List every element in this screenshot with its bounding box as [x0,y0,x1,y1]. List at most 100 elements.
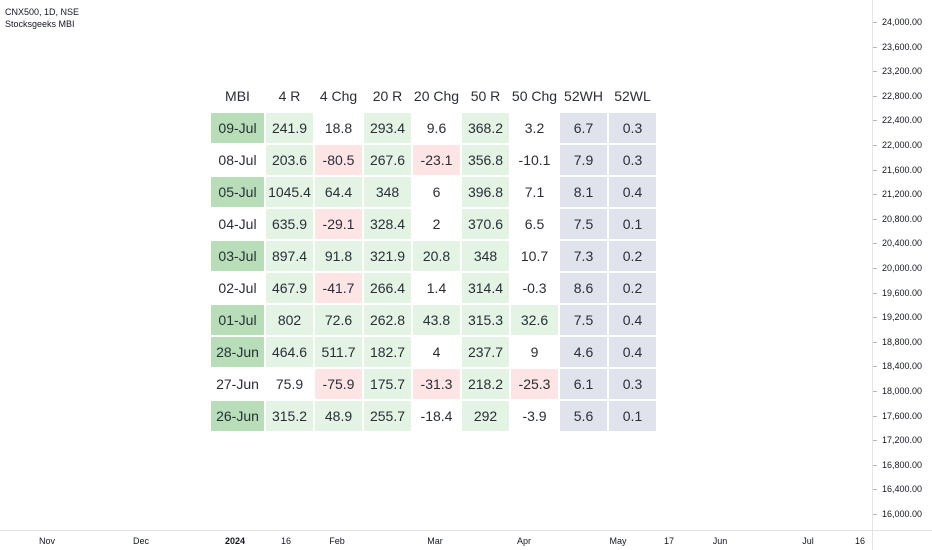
cell-20chg: 9.6 [413,113,460,143]
cell-52wh: 7.5 [560,305,607,335]
time-label: Jun [712,536,728,546]
cell-52wh: 7.3 [560,241,607,271]
cell-50r: 368.2 [462,113,509,143]
cell-52wh: 8.1 [560,177,607,207]
cell-date: 26-Jun [211,401,264,431]
cell-50chg: 32.6 [511,305,558,335]
time-scale[interactable]: Nov Dec 2024 16 Feb Mar Apr May 17 Jun Jul 16 [0,530,872,550]
price-scale[interactable]: 24,000.00 23,600.00 23,200.00 22,800.00 22,4… [872,0,932,530]
price-label: 23,600.00 [882,41,923,52]
cell-50r: 314.4 [462,273,509,303]
table-row: 04-Jul 635.9 -29.1 328.4 2 370.6 6.5 7.5 0.1 [211,209,656,239]
cell-date: 08-Jul [211,145,264,175]
cell-4r: 203.6 [266,145,313,175]
cell-20chg: 2 [413,209,460,239]
cell-date: 27-Jun [211,369,264,399]
cell-50chg: 9 [511,337,558,367]
price-label: 19,600.00 [882,287,923,298]
price-tick [873,415,877,417]
cell-20chg: -31.3 [413,369,460,399]
indicator-title[interactable]: Stocksgeeks MBI [5,19,75,29]
cell-4chg: -29.1 [315,209,362,239]
price-label: 21,200.00 [882,189,923,200]
cell-52wl: 0.2 [609,273,656,303]
cell-52wh: 7.5 [560,209,607,239]
price-tick [873,489,877,491]
scale-corner[interactable] [872,530,932,550]
header-20r: 20 R [364,80,411,111]
time-label: 17 [663,536,675,546]
price-tick [873,169,877,171]
cell-20r: 262.8 [364,305,411,335]
cell-date: 01-Jul [211,305,264,335]
price-label: 21,600.00 [882,164,923,175]
cell-52wl: 0.1 [609,209,656,239]
table-body: 09-Jul 241.9 18.8 293.4 9.6 368.2 3.2 6.7 0.3 08-… [211,113,656,431]
price-tick [873,95,877,97]
symbol-legend[interactable]: CNX500, 1D, NSE Stocksgeeks MBI [5,6,79,30]
price-tick [873,440,877,442]
time-label: Apr [516,536,532,546]
time-label: 16 [854,536,866,546]
price-label: 16,800.00 [882,459,923,470]
price-label: 18,800.00 [882,336,923,347]
cell-50r: 218.2 [462,369,509,399]
price-tick [873,194,877,196]
cell-4r: 1045.4 [266,177,313,207]
cell-52wh: 5.6 [560,401,607,431]
price-tick [873,145,877,146]
price-label: 22,800.00 [882,90,923,101]
cell-52wl: 0.4 [609,305,656,335]
cell-50chg: -0.3 [511,273,558,303]
price-tick [873,46,877,48]
table-row: 28-Jun 464.6 511.7 182.7 4 237.7 9 4.6 0.4 [211,337,656,367]
table-row: 02-Jul 467.9 -41.7 266.4 1.4 314.4 -0.3 8.6 0.2 [211,273,656,303]
cell-4chg: 18.8 [315,113,362,143]
cell-20chg: 43.8 [413,305,460,335]
time-label: Dec [132,536,150,546]
cell-20r: 255.7 [364,401,411,431]
cell-date: 02-Jul [211,273,264,303]
cell-4chg: 72.6 [315,305,362,335]
cell-20r: 348 [364,177,411,207]
table-row: 27-Jun 75.9 -75.9 175.7 -31.3 218.2 -25.3 6.1 0.… [211,369,656,399]
cell-20chg: 20.8 [413,241,460,271]
cell-50r: 348 [462,241,509,271]
header-4chg: 4 Chg [315,80,362,111]
table-row: 05-Jul 1045.4 64.4 348 6 396.8 7.1 8.1 0.4 [211,177,656,207]
price-tick [873,391,877,392]
cell-50r: 237.7 [462,337,509,367]
table-row: 08-Jul 203.6 -80.5 267.6 -23.1 356.8 -10.1 7.9 0… [211,145,656,175]
mbi-table: MBI 4 R 4 Chg 20 R 20 Chg 50 R 50 Chg 52… [209,78,658,433]
cell-20r: 267.6 [364,145,411,175]
price-tick [873,292,877,294]
price-label: 20,400.00 [882,238,923,249]
chart-pane[interactable]: CNX500, 1D, NSE Stocksgeeks MBI MBI 4 R … [0,0,872,530]
cell-52wl: 0.3 [609,113,656,143]
cell-50chg: -25.3 [511,369,558,399]
cell-20r: 328.4 [364,209,411,239]
time-label: Jul [802,536,814,546]
header-mbi: MBI [211,80,264,111]
cell-4r: 897.4 [266,241,313,271]
cell-4r: 635.9 [266,209,313,239]
cell-20chg: 6 [413,177,460,207]
price-tick [873,218,877,220]
cell-4chg: 511.7 [315,337,362,367]
cell-52wl: 0.2 [609,241,656,271]
symbol-title[interactable]: CNX500, 1D, NSE [5,7,80,17]
cell-4chg: 48.9 [315,401,362,431]
cell-20r: 266.4 [364,273,411,303]
time-label: May [609,536,627,546]
price-tick [873,341,877,343]
price-label: 22,400.00 [882,115,923,126]
cell-52wl: 0.3 [609,145,656,175]
price-tick [873,71,877,73]
price-label: 16,000.00 [882,509,923,519]
cell-date: 04-Jul [211,209,264,239]
cell-4chg: -80.5 [315,145,362,175]
cell-52wh: 6.1 [560,369,607,399]
cell-20chg: -23.1 [413,145,460,175]
cell-20r: 182.7 [364,337,411,367]
header-50r: 50 R [462,80,509,111]
